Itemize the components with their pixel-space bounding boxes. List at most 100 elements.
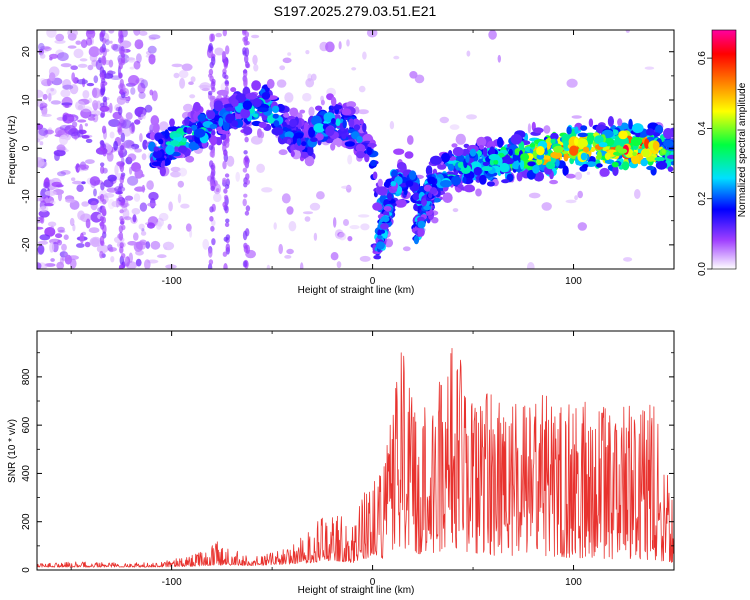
spectrogram-tail-blob xyxy=(380,215,390,223)
spectrogram-streak-blob xyxy=(120,174,125,181)
spectrogram-noise-blob xyxy=(85,159,95,165)
spectrogram-ridge-blob xyxy=(550,138,556,144)
spectrogram-ridge-blob xyxy=(353,124,361,131)
spectrogram-ridge-blob xyxy=(479,144,484,150)
spectrogram-noise-blob xyxy=(38,210,50,218)
snr-y-tick-label: 0 xyxy=(21,567,32,573)
spectrogram-ridge-blob xyxy=(408,170,417,180)
spectrogram-ridge-blob xyxy=(159,166,166,177)
spectrogram-noise-blob xyxy=(149,123,153,130)
spectrogram-streak-blob xyxy=(101,216,107,224)
spectrogram-noise-blob xyxy=(111,43,119,51)
spectrogram-noise-blob xyxy=(46,87,57,96)
spectrogram-noise-blob xyxy=(85,218,91,229)
spectrogram-streak-blob xyxy=(222,71,227,79)
spectrogram-noise-blob xyxy=(59,134,69,146)
spectrogram-noise-blob xyxy=(85,30,96,40)
spectrogram-ridge-blob xyxy=(372,202,383,211)
spectrogram-ridge-blob xyxy=(577,132,588,138)
spectrogram-streak-blob xyxy=(119,116,124,124)
spectrogram-noise-blob xyxy=(43,178,50,189)
spectrogram-noise-blob xyxy=(167,223,172,230)
spectrogram-ridge-blob xyxy=(670,161,674,166)
spectrogram-ridge-blob xyxy=(550,151,563,159)
spectrogram-streak-blob xyxy=(222,160,227,170)
spectrogram-noise-blob xyxy=(124,195,134,201)
spectrogram-noise-blob xyxy=(360,223,370,231)
spectrogram-ridge-blob xyxy=(440,180,452,188)
spectrogram-noise-blob xyxy=(109,131,115,139)
spectrogram-noise-blob xyxy=(173,72,180,79)
snr-x-tick-label: 0 xyxy=(370,577,376,588)
spectrogram-ridge-blob xyxy=(582,164,589,169)
spectrogram-streak-blob xyxy=(211,78,216,84)
spectrogram-streak-blob xyxy=(210,164,215,170)
spectrogram-ridge-blob xyxy=(451,143,458,148)
spectrogram-noise-blob xyxy=(122,127,132,137)
spectrogram-noise-blob xyxy=(214,47,224,56)
spectrogram-streak-blob xyxy=(242,69,248,74)
spectrogram-ridge-blob xyxy=(437,163,447,170)
spectrogram-streak-blob xyxy=(224,79,229,85)
spectrogram-noise-blob xyxy=(305,78,315,88)
spectrogram-noise-blob xyxy=(40,78,46,83)
spectrogram-ridge-blob xyxy=(532,164,540,174)
spectrogram-noise-blob xyxy=(439,116,449,124)
spectrogram-noise-blob xyxy=(147,45,157,54)
spectrogram-tail-blob xyxy=(423,205,432,211)
spectrogram-noise-blob xyxy=(50,258,55,262)
spectrogram-noise-blob xyxy=(41,113,52,117)
spectrogram-y-tick-label: 0 xyxy=(21,145,32,151)
spectrogram-ridge-blob xyxy=(313,123,326,133)
colorbar-ticks: 0.0 0.2 0.4 0.6 xyxy=(697,51,712,276)
spectrogram-noise-blob xyxy=(300,262,304,269)
spectrogram-noise-blob xyxy=(108,119,121,127)
spectrogram-ridge-blob xyxy=(325,125,335,137)
spectrogram-streak-blob xyxy=(100,88,105,96)
spectrogram-noise-blob xyxy=(72,223,76,232)
spectrogram-ridge-blob xyxy=(510,134,523,145)
spectrogram-ridge-blob xyxy=(604,159,615,165)
spectrogram-noise-blob xyxy=(60,89,71,98)
spectrogram-noise-blob xyxy=(466,114,477,120)
spectrogram-ridge-blob xyxy=(475,188,482,197)
spectrogram-noise-blob xyxy=(49,53,59,59)
spectrogram-streak-blob xyxy=(244,136,249,143)
spectrogram-noise-blob xyxy=(88,98,92,103)
spectrogram-ridge-blob xyxy=(149,131,156,141)
spectrogram-y-ticks: -20 -10 0 10 20 xyxy=(21,46,674,270)
spectrogram-noise-blob xyxy=(347,236,353,242)
spectrogram-noise-blob xyxy=(87,198,99,206)
spectrogram-tail-blob xyxy=(383,210,390,217)
spectrogram-streak-blob xyxy=(209,61,214,69)
spectrogram-noise-blob xyxy=(309,202,321,211)
spectrogram-streak-blob xyxy=(243,150,248,155)
spectrogram-noise-blob xyxy=(311,73,317,81)
spectrogram-marks xyxy=(37,30,674,269)
spectrogram-ridge-blob xyxy=(430,155,442,165)
spectrogram-noise-blob xyxy=(133,241,143,252)
spectrogram-noise-blob xyxy=(144,259,151,269)
spectrogram-ridge-blob xyxy=(257,107,269,113)
snr-panel: -100 0 100 0 200 400 600 800 Height of straigh… xyxy=(7,330,675,596)
spectrogram-noise-blob xyxy=(85,37,93,46)
spectrogram-noise-blob xyxy=(56,261,65,269)
spectrogram-ridge-blob xyxy=(646,165,655,171)
spectrogram-noise-blob xyxy=(132,214,137,223)
spectrogram-noise-blob xyxy=(71,177,76,181)
spectrogram-ridge-blob xyxy=(574,137,579,146)
spectrogram-ridge-blob xyxy=(527,161,536,167)
spectrogram-streak-blob xyxy=(99,193,105,202)
spectrogram-noise-blob xyxy=(111,200,122,208)
spectrogram-streak-blob xyxy=(99,31,104,38)
spectrogram-ridge-blob xyxy=(655,124,664,135)
spectrogram-streak-blob xyxy=(101,125,107,134)
spectrogram-ridge-blob xyxy=(536,146,545,156)
spectrogram-noise-blob xyxy=(147,259,159,264)
spectrogram-noise-blob xyxy=(76,243,85,248)
spectrogram-noise-blob xyxy=(48,92,52,102)
spectrogram-ridge-blob xyxy=(370,159,377,167)
spectrogram-noise-blob xyxy=(103,193,115,198)
spectrogram-noise-blob xyxy=(54,127,66,136)
spectrogram-streak-blob xyxy=(209,216,214,222)
